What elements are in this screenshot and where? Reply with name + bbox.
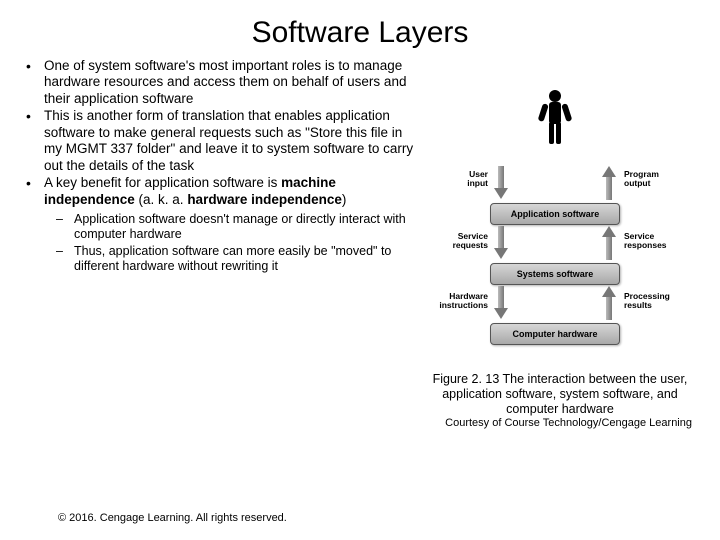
sub-bullet-1: Application software doesn't manage or d…	[44, 212, 420, 243]
arrow-hardware-instructions	[494, 286, 508, 320]
arrow-program-output	[602, 166, 616, 200]
layers-diagram: Application software Systems software Co…	[420, 88, 690, 368]
label-service-responses: Serviceresponses	[624, 232, 667, 251]
layer-application: Application software	[490, 203, 620, 225]
copyright-line: © 2016. Cengage Learning. All rights res…	[58, 512, 287, 524]
main-bullet-list: One of system software's most important …	[22, 58, 420, 274]
arrow-service-requests	[494, 226, 508, 260]
user-icon	[538, 88, 572, 148]
bullet-3-pre: A key benefit for application software i…	[44, 175, 281, 190]
label-hardware-instructions: Hardwareinstructions	[430, 292, 488, 311]
bullet-3-mid: (a. k. a.	[135, 192, 188, 207]
bold-term-2: hardware independence	[187, 192, 342, 207]
sub-bullet-2: Thus, application software can more easi…	[44, 244, 420, 275]
arrow-service-responses	[602, 226, 616, 260]
arrow-user-input	[494, 166, 508, 200]
bullet-2: This is another form of translation that…	[22, 108, 420, 174]
label-user-input: Userinput	[440, 170, 488, 189]
figure-caption: Figure 2. 13 The interaction between the…	[420, 372, 700, 417]
bullet-3: A key benefit for application software i…	[22, 175, 420, 274]
label-program-output: Programoutput	[624, 170, 659, 189]
text-column: One of system software's most important …	[10, 58, 420, 429]
sub-bullet-list: Application software doesn't manage or d…	[44, 212, 420, 274]
label-processing-results: Processingresults	[624, 292, 670, 311]
slide-title: Software Layers	[0, 0, 720, 58]
figure-column: Application software Systems software Co…	[420, 58, 700, 429]
layer-systems: Systems software	[490, 263, 620, 285]
bullet-1: One of system software's most important …	[22, 58, 420, 107]
courtesy-line: Courtesy of Course Technology/Cengage Le…	[420, 417, 700, 429]
arrow-processing-results	[602, 286, 616, 320]
layer-hardware: Computer hardware	[490, 323, 620, 345]
label-service-requests: Servicerequests	[436, 232, 488, 251]
bullet-3-post: )	[342, 192, 347, 207]
content-row: One of system software's most important …	[0, 58, 720, 429]
